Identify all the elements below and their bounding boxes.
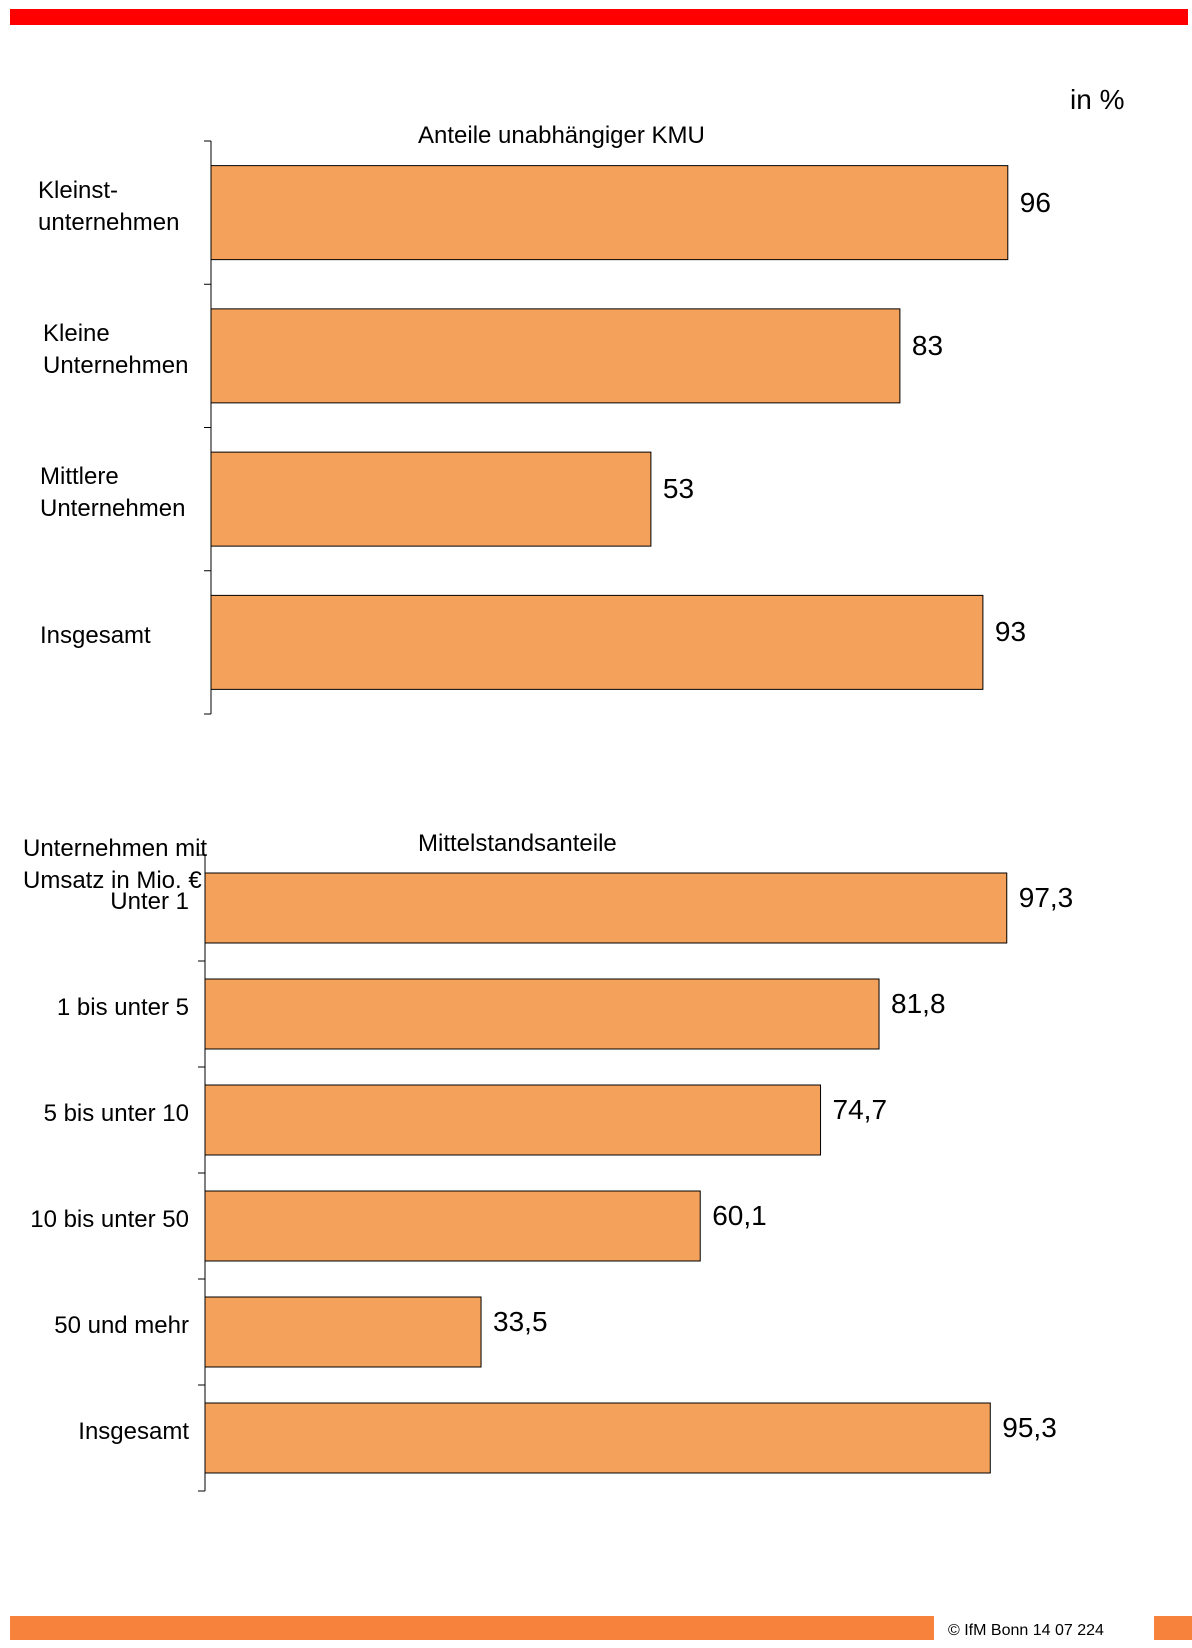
chart-kmu-shares: Anteile unabhängiger KMU 96 Kleinst- unter… [0,0,1192,740]
data-label: 95,3 [1002,1412,1057,1443]
chart-title: Mittelstandsanteile [418,830,617,857]
category-label: 50 und mehr [54,1312,189,1339]
category-label: Insgesamt [78,1418,189,1445]
data-label: 96 [1019,186,1051,218]
category-label: Insgesamt [40,622,151,650]
data-label: 97,3 [1018,882,1074,913]
chart-title: Anteile unabhängiger KMU [418,122,705,149]
bottom-orange-block [1154,1616,1192,1640]
bottom-orange-bar [10,1616,934,1640]
category-label: Kleine Unternehmen [43,319,189,379]
data-label: 83 [911,329,944,361]
bar-2 [210,451,652,547]
bar-1 [204,978,880,1050]
bar-5 [204,1402,991,1474]
data-label: 33,5 [493,1306,548,1337]
bar-4 [204,1296,482,1368]
chart-mittelstand-shares: Mittelstandsanteile 97,3 Unter 1 81,8 1 bis … [30,830,1074,1492]
category-label: 10 bis unter 50 [30,1206,189,1233]
category-label: 5 bis unter 10 [43,1100,189,1127]
bar-3 [204,1190,701,1262]
data-label: 53 [662,473,695,505]
data-label: 81,8 [891,988,946,1019]
bar-1 [210,308,901,404]
unit-label: in % [1070,84,1125,115]
bar-2 [204,1084,822,1156]
data-label: 93 [994,616,1027,648]
bar-0 [204,872,1008,944]
category-label: 1 bis unter 5 [56,994,189,1021]
bar-0 [210,165,1009,261]
y-axis-label: Unternehmen mit Umsatz in Mio. € [23,835,208,894]
chart-plot-area [204,140,1009,715]
category-label: Mittlere Unternehmen [40,463,186,523]
bar-3 [210,594,984,690]
chart-plot-area [198,854,1008,1492]
footer-copyright: © IfM Bonn 14 07 224 [948,1622,1104,1639]
category-label: Unter 1 [110,888,189,915]
data-label: 60,1 [712,1200,767,1231]
category-label: Kleinst- unternehmen [38,176,180,236]
top-red-bar [10,9,1188,25]
data-label: 74,7 [832,1094,888,1125]
